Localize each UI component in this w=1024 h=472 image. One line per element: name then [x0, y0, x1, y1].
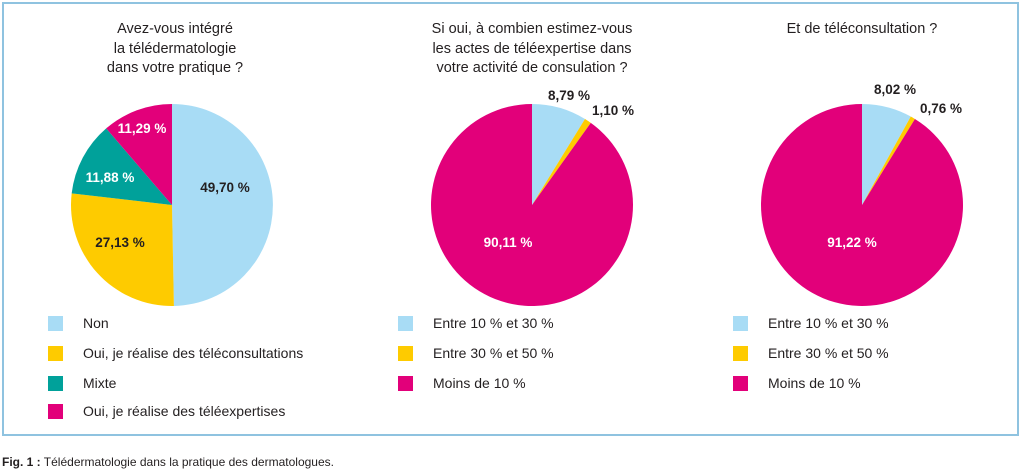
legend-item-30-50: Entre 30 % et 50 % [733, 344, 889, 362]
pie-slice [172, 104, 273, 306]
chart-2-title-line: Si oui, à combien estimez-vous [431, 21, 633, 37]
chart-1-title-line: Avez-vous intégré [117, 21, 233, 37]
legend-item-30-50: Entre 30 % et 50 % [398, 344, 554, 362]
legend-swatch [733, 375, 748, 391]
chart-2-title-line: les actes de téléexpertise dans [432, 40, 632, 57]
legend-swatch [733, 315, 748, 331]
chart-3-title: Et de téléconsultation ? [762, 20, 962, 40]
legend-item-teleconsultations: Oui, je réalise des téléconsultations [48, 344, 303, 362]
chart-3-title-line: Et de téléconsultation ? [786, 21, 938, 37]
figure-frame [2, 2, 1019, 436]
caption-prefix: Fig. 1 : [2, 455, 41, 469]
legend-label: Moins de 10 % [768, 375, 861, 391]
legend-item-less-10: Moins de 10 % [398, 374, 526, 392]
slice-value-label: 91,22 % [827, 235, 877, 250]
pie-slice [106, 104, 172, 205]
slice-value-label: 27,13 % [95, 235, 145, 250]
slice-value-label: 1,10 % [592, 103, 634, 118]
legend-label: Moins de 10 % [433, 375, 526, 391]
pie-slice [71, 193, 174, 306]
legend-swatch [48, 315, 63, 331]
legend-label: Mixte [83, 375, 117, 391]
legend-item-10-30: Entre 10 % et 30 % [733, 314, 889, 332]
slice-value-label: 0,76 % [920, 101, 962, 116]
pie-slice [761, 103, 964, 306]
pie-slice [532, 119, 591, 205]
chart-2-title-line: votre activité de consulation ? [436, 60, 628, 76]
legend-label: Oui, je réalise des téléconsultations [83, 345, 304, 361]
legend-item-mixte: Mixte [48, 374, 116, 392]
pie-slice [431, 104, 634, 306]
legend-item-less-10: Moins de 10 % [733, 374, 861, 392]
legend-swatch [733, 345, 748, 361]
chart-2-title: Si oui, à combien estimez-vous les actes… [400, 20, 664, 79]
legend-swatch [398, 345, 413, 361]
legend-swatch [398, 315, 413, 331]
slice-value-label: 8,02 % [874, 82, 916, 97]
legend-label: Entre 10 % et 30 % [433, 315, 554, 331]
legend-label: Entre 30 % et 50 % [433, 345, 554, 361]
slice-value-label: 90,11 % [484, 235, 533, 250]
chart-1-title-line: dans votre pratique ? [106, 60, 244, 76]
figure-caption: Fig. 1 : Télédermatologie dans la pratiq… [2, 455, 334, 469]
chart-1-title: Avez-vous intégré la télédermatologie da… [75, 20, 275, 79]
legend-label: Entre 30 % et 50 % [768, 345, 889, 361]
legend-label: Non [83, 315, 109, 331]
legend-item-10-30: Entre 10 % et 30 % [398, 314, 554, 332]
legend-swatch [48, 345, 63, 361]
pie-slice [862, 116, 915, 205]
chart-1-title-line: la télédermatologie [113, 40, 237, 57]
legend-label: Entre 10 % et 30 % [768, 315, 889, 331]
legend-swatch [398, 375, 413, 391]
legend-swatch [48, 375, 63, 391]
caption-text: Télédermatologie dans la pratique des de… [43, 455, 334, 469]
pie-slice [532, 104, 585, 205]
legend-swatch [48, 403, 63, 419]
pie-slice [862, 104, 911, 205]
legend-label: Oui, je réalise des téléexpertises [83, 403, 286, 419]
slice-value-label: 8,79 % [548, 88, 590, 103]
slice-value-label: 11,29 % [118, 121, 167, 136]
slice-value-label: 49,70 % [200, 180, 250, 195]
legend-item-teleexpertises: Oui, je réalise des téléexpertises [48, 402, 285, 420]
slice-value-label: 11,88 % [86, 170, 135, 185]
legend-item-non: Non [48, 314, 109, 332]
pie-slice [71, 128, 172, 205]
